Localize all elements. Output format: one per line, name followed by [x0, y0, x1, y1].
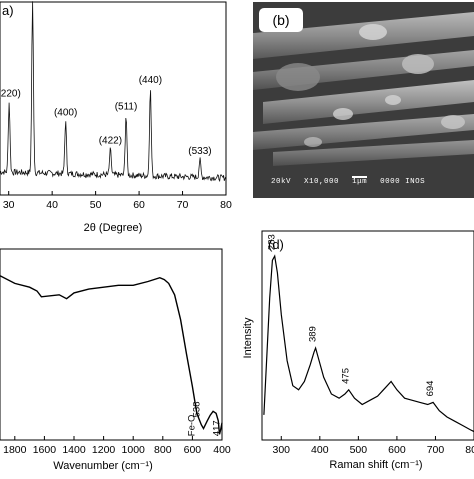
raman-chart: (d) Intensity 300 400 500 600 700 800 283 389 4… [242, 230, 474, 471]
x-tick-label: 30 [3, 199, 15, 211]
sem-scale-bar: 1μm [352, 176, 368, 186]
raman-y-axis-label: Intensity [242, 317, 254, 358]
sem-magnification: X10,000 [304, 178, 340, 186]
x-tick-label: 40 [46, 199, 58, 211]
raman-panel: (d) Intensity 300 400 500 600 700 800 283 389 4… [236, 228, 474, 474]
xrd-panel-label: a) [2, 3, 14, 18]
x-tick-label: 700 [427, 444, 445, 456]
x-tick-label: 1800 [3, 444, 27, 456]
xrd-peak-label: (400) [54, 107, 77, 118]
x-tick-label: 800 [465, 444, 474, 456]
raman-series-line [263, 254, 474, 433]
raman-peak-label: 389 [308, 326, 319, 342]
ftir-peak-label: Fe-O [186, 415, 197, 437]
raman-plot-frame [261, 230, 474, 441]
xrd-plot-frame [0, 1, 227, 196]
raman-peak-label: 283 [267, 234, 278, 250]
xrd-peak-label: (220) [0, 89, 21, 100]
xrd-series-line [0, 1, 226, 182]
x-tick-label: 300 [273, 444, 291, 456]
xrd-x-axis-label: 2θ (Degree) [84, 222, 143, 234]
sem-voltage: 20kV [271, 178, 292, 186]
xrd-peak-label: (533) [188, 146, 211, 157]
raman-x-axis-label: Raman shift (cm⁻¹) [329, 459, 422, 471]
x-tick-label: 400 [311, 444, 329, 456]
raman-peak-label: 694 [425, 381, 436, 397]
xrd-peak-label: (440) [139, 75, 162, 86]
sem-info-bar: 20kV X10,000 1μm 0000 INOS [271, 176, 433, 186]
sem-micrograph [253, 2, 474, 198]
ftir-x-axis-label: Wavenumber (cm⁻¹) [53, 460, 153, 472]
x-tick-label: 1000 [122, 444, 146, 456]
x-tick-label: 600 [184, 444, 202, 456]
sem-code: 0000 INOS [380, 178, 426, 186]
xrd-peak-label: (511) [115, 101, 138, 112]
ftir-series-line [0, 275, 223, 435]
x-tick-label: 800 [154, 444, 172, 456]
x-tick-label: 80 [220, 199, 232, 211]
x-tick-label: 1400 [62, 444, 86, 456]
ftir-peak-label: 538 [192, 402, 203, 418]
ftir-plot-frame [0, 248, 223, 441]
ftir-peak-label: 417 [211, 420, 222, 436]
raman-panel-label: (d) [268, 237, 284, 252]
x-tick-label: 500 [350, 444, 368, 456]
sem-image-panel: (b) 20kV X10,000 1μm 0000 INOS [253, 2, 474, 198]
x-tick-label: 400 [213, 444, 231, 456]
xrd-peak-label: (422) [99, 136, 122, 147]
x-tick-label: 50 [90, 199, 102, 211]
sem-panel-label: (b) [259, 8, 303, 32]
x-tick-label: 1600 [33, 444, 57, 456]
ftir-panel: 1800 1600 1400 1200 1000 800 600 400 538 Fe-O 417… [0, 240, 240, 474]
x-tick-label: 70 [177, 199, 189, 211]
x-tick-label: 1200 [92, 444, 116, 456]
x-tick-label: 60 [133, 199, 145, 211]
raman-peak-label: 475 [341, 368, 352, 384]
x-tick-label: 600 [388, 444, 406, 456]
